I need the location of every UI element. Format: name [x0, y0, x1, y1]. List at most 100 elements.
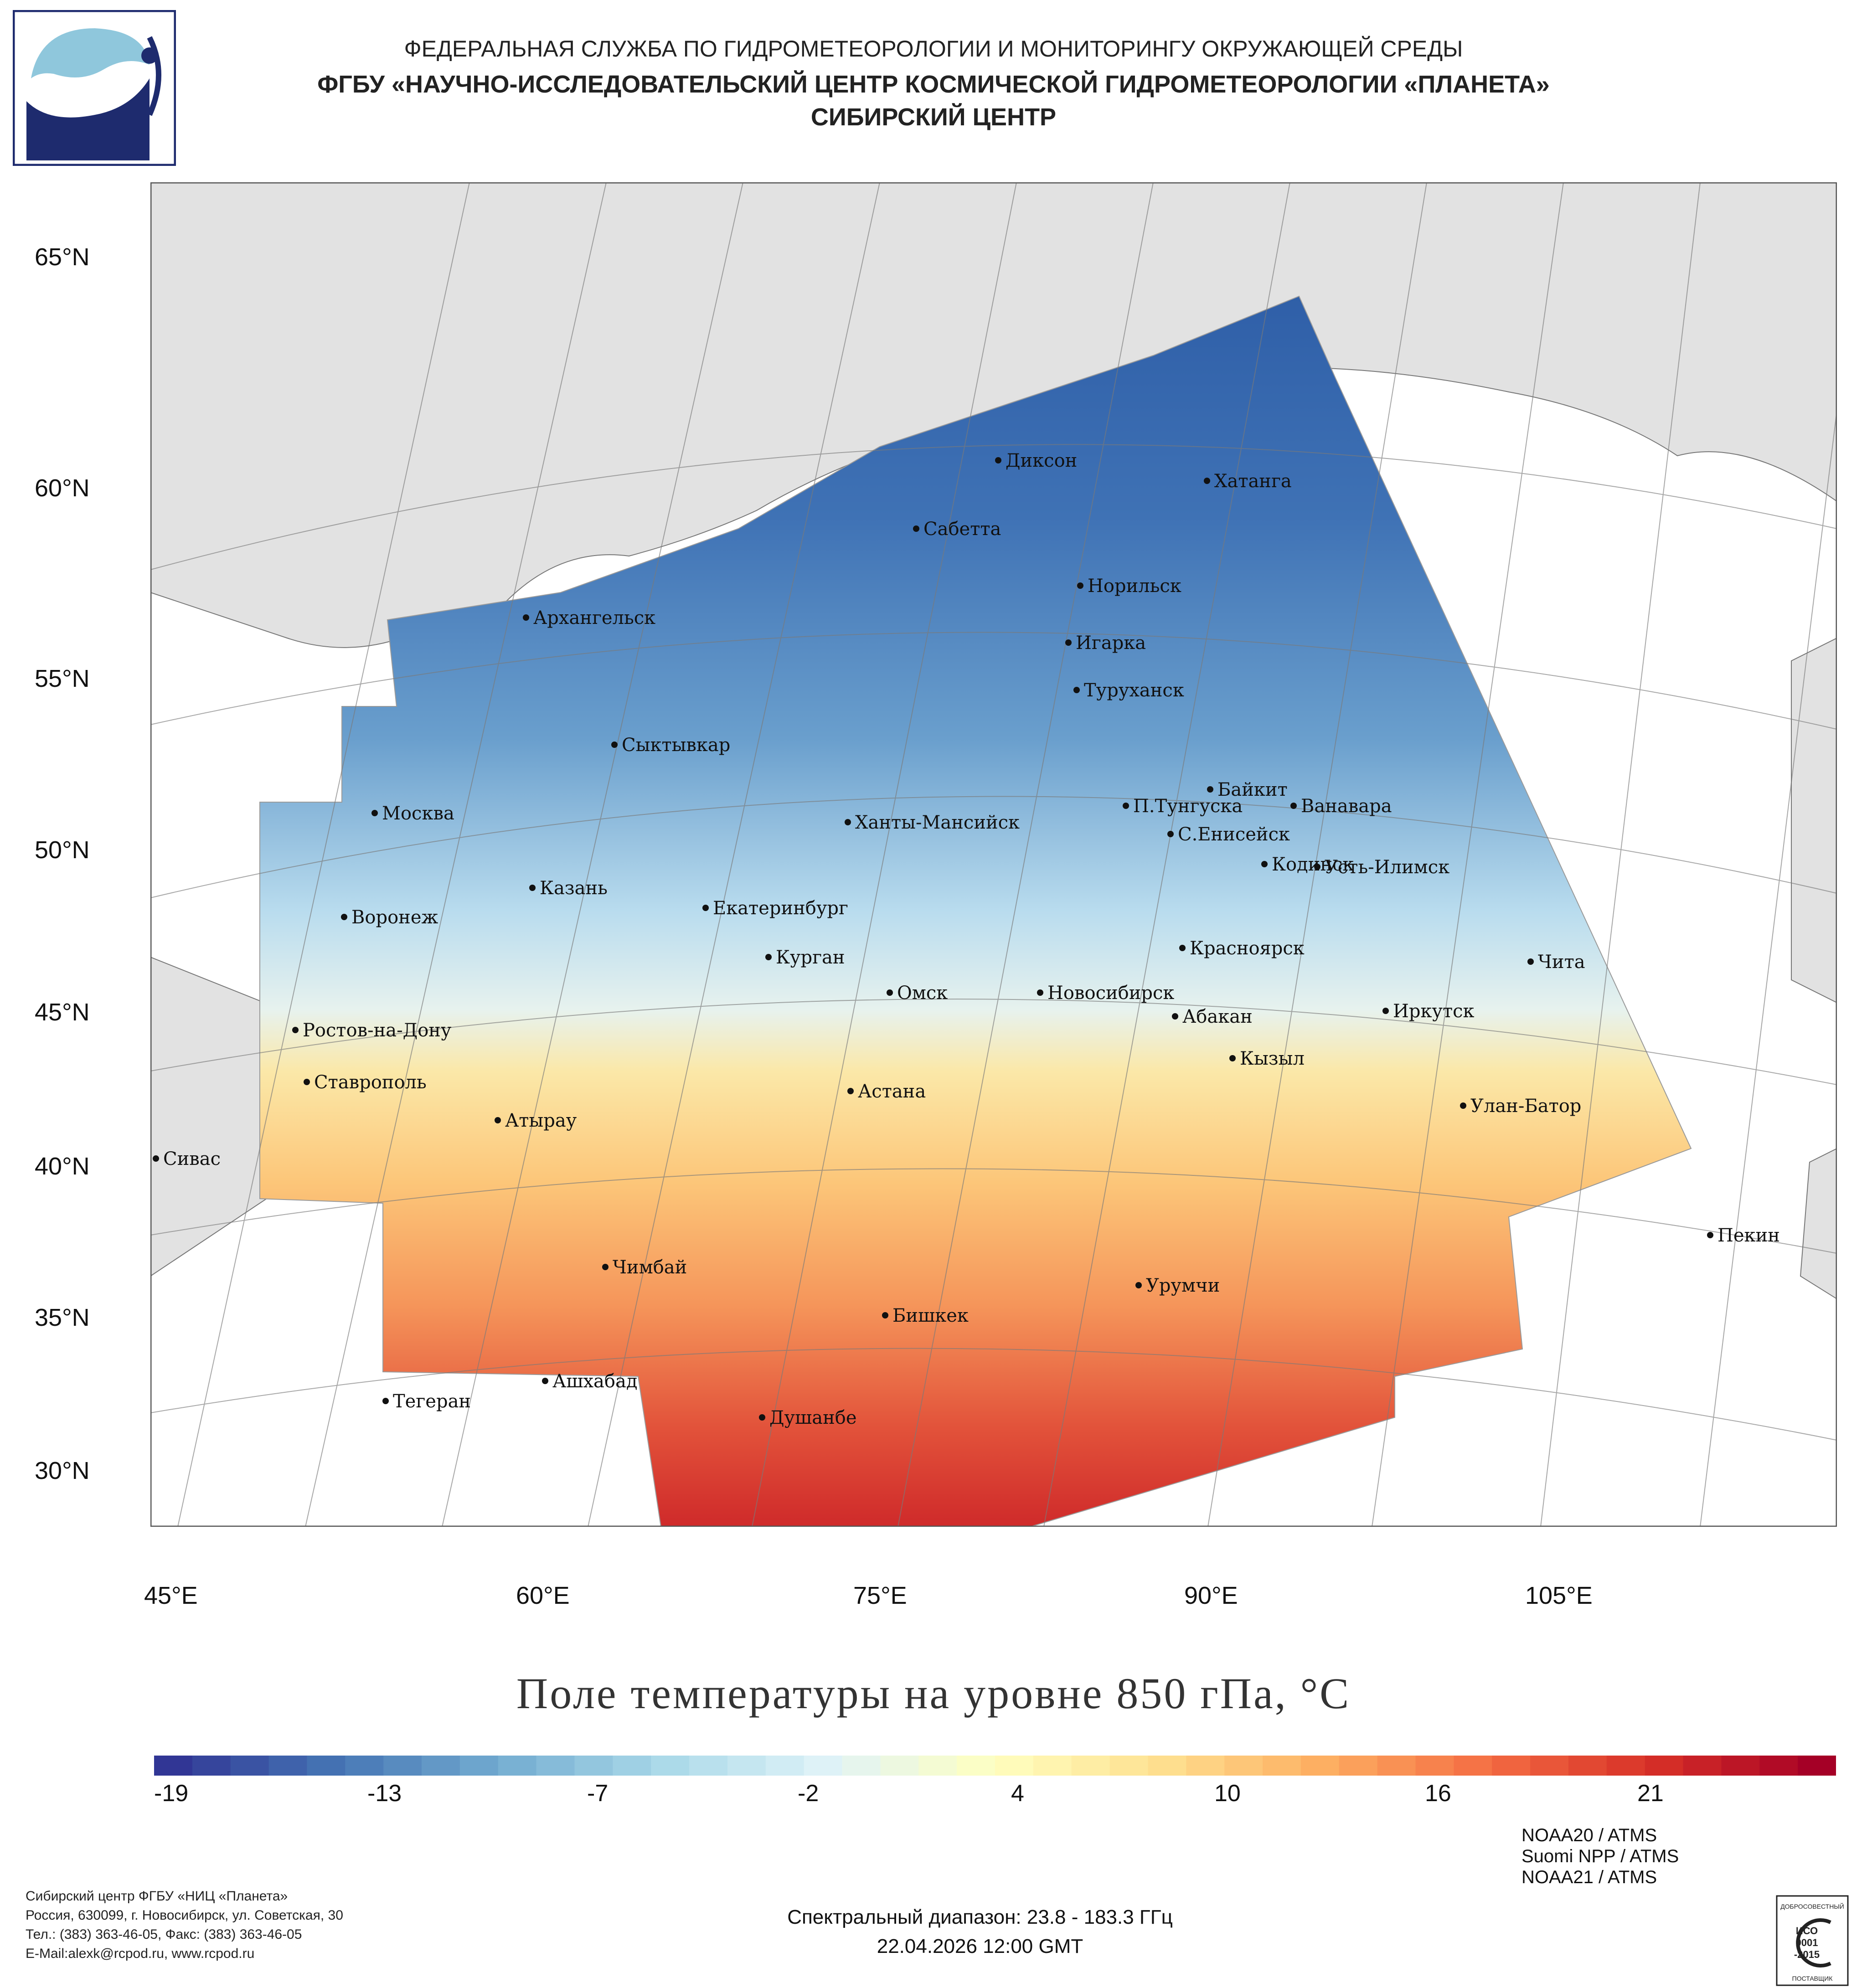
product-info: Спектральный диапазон: 23.8 - 183.3 ГГц … — [684, 1903, 1276, 1961]
city-dot — [882, 1312, 888, 1318]
iso-badge-bottom: ПОСТАВЩИК — [1792, 1975, 1833, 1982]
colorbar-tick-label: -19 — [154, 1780, 189, 1807]
city-dot — [529, 885, 536, 891]
lat-label-55n: 55°N — [35, 665, 90, 692]
city-marker: Чита — [1527, 952, 1585, 973]
city-dot — [1229, 1055, 1236, 1061]
city-dot — [1382, 1008, 1389, 1014]
city-marker: Норильск — [1077, 576, 1181, 597]
city-dot — [1172, 1013, 1178, 1020]
colorbar-cell — [1071, 1756, 1110, 1776]
city-dot — [1707, 1232, 1713, 1238]
colorbar-tick-label: -7 — [587, 1780, 609, 1807]
colorbar-cell — [574, 1756, 614, 1776]
colorbar-cell — [422, 1756, 460, 1776]
colorbar-cell — [1606, 1756, 1645, 1776]
city-label: Хатанга — [1214, 471, 1292, 492]
iso-certification-badge: ДОБРОСОВЕСТНЫЙ ИСО 9001 -2015 ПОСТАВЩИК — [1776, 1895, 1849, 1986]
city-label: Архангельск — [533, 608, 655, 628]
city-label: Атырау — [505, 1110, 577, 1131]
iso-badge-mid1: ИСО — [1796, 1925, 1818, 1936]
colorbar-cell — [1148, 1756, 1187, 1776]
city-dot — [1135, 1282, 1142, 1288]
colorbar-cell — [1645, 1756, 1684, 1776]
lon-label-60e: 60°E — [516, 1582, 570, 1609]
city-marker: С.Енисейск — [1167, 824, 1290, 845]
city-marker: Екатеринбург — [702, 898, 848, 919]
city-dot — [1204, 478, 1210, 484]
colorbar-cell — [1759, 1756, 1798, 1776]
city-label: Ханты-Мансийск — [855, 812, 1020, 833]
city-dot — [759, 1414, 765, 1421]
city-dot — [1065, 639, 1072, 646]
colorbar-cell — [230, 1756, 269, 1776]
org-email: E-Mail:alexk@rcpod.ru, www.rcpod.ru — [26, 1946, 255, 1961]
colorbar-cell — [1033, 1756, 1072, 1776]
city-label: Сыктывкар — [622, 735, 730, 756]
city-label: Красноярск — [1190, 938, 1305, 959]
map-title: Поле температуры на уровне 850 гПа, °C — [516, 1669, 1351, 1718]
city-dot — [1037, 989, 1043, 996]
city-label: Усть-Илимск — [1325, 857, 1449, 878]
city-dot — [382, 1398, 389, 1404]
city-dot — [495, 1117, 501, 1123]
city-marker: Сыктывкар — [611, 735, 730, 756]
city-label: Кодинск — [1272, 854, 1354, 875]
colorbar-cell — [307, 1756, 346, 1776]
city-dot — [1167, 831, 1174, 837]
city-dot — [371, 810, 378, 816]
satellite-list: NOAA20 / ATMS Suomi NPP / ATMS NOAA21 / … — [1521, 1825, 1679, 1888]
city-dot — [304, 1079, 310, 1085]
city-label: Екатеринбург — [713, 898, 848, 919]
city-marker: Москва — [371, 803, 454, 824]
colorbar-cell — [498, 1756, 537, 1776]
city-label: Казань — [540, 878, 608, 899]
colorbar-cell — [1186, 1756, 1225, 1776]
colorbar-cell — [1224, 1756, 1263, 1776]
city-marker: Усть-Илимск — [1314, 857, 1449, 878]
colorbar-cell — [536, 1756, 575, 1776]
city-marker: Архангельск — [523, 608, 655, 628]
lat-label-60n: 60°N — [35, 474, 90, 502]
city-marker: Пекин — [1707, 1225, 1780, 1246]
city-label: Бишкек — [892, 1305, 969, 1326]
city-marker: Душанбе — [759, 1407, 857, 1428]
city-dot — [847, 1088, 854, 1094]
city-dot — [702, 905, 709, 911]
colorbar-cell — [383, 1756, 422, 1776]
city-dot — [523, 614, 529, 621]
city-dot — [1077, 582, 1083, 589]
colorbar-cell — [918, 1756, 957, 1776]
temperature-swath — [259, 295, 1692, 1527]
lon-label-90e: 90°E — [1184, 1582, 1238, 1609]
city-marker: Воронеж — [341, 907, 438, 928]
city-marker: Красноярск — [1179, 938, 1305, 959]
city-marker: П.Тунгуска — [1123, 796, 1243, 817]
city-label: Ашхабад — [552, 1371, 637, 1392]
city-label: Омск — [897, 983, 948, 1004]
city-label: Душанбе — [769, 1407, 857, 1428]
colorbar-cell — [842, 1756, 881, 1776]
city-label: Курган — [776, 947, 845, 968]
city-marker: Курган — [765, 947, 845, 968]
header-agency: ФЕДЕРАЛЬНАЯ СЛУЖБА ПО ГИДРОМЕТЕОРОЛОГИИ … — [404, 36, 1463, 62]
city-label: Урумчи — [1146, 1275, 1220, 1296]
colorbar-tick-label: -2 — [798, 1780, 819, 1807]
lon-label-75e: 75°E — [853, 1582, 907, 1609]
city-marker: Чимбай — [602, 1257, 687, 1278]
city-marker: Казань — [529, 878, 608, 899]
colorbar-cell — [268, 1756, 308, 1776]
colorbar-cell — [345, 1756, 384, 1776]
colorbar-cell — [192, 1756, 231, 1776]
colorbar-cell — [459, 1756, 499, 1776]
city-marker: Улан-Батор — [1460, 1096, 1581, 1117]
city-dot — [341, 914, 347, 920]
city-label: Ростов-на-Дону — [303, 1020, 452, 1041]
colorbar-cell — [1415, 1756, 1454, 1776]
city-label: С.Енисейск — [1178, 824, 1290, 845]
city-label: Сивас — [163, 1149, 221, 1169]
colorbar-cell — [1798, 1756, 1836, 1776]
city-dot — [765, 954, 772, 960]
city-marker: Ханты-Мансийск — [845, 812, 1020, 833]
city-dot — [542, 1378, 548, 1384]
